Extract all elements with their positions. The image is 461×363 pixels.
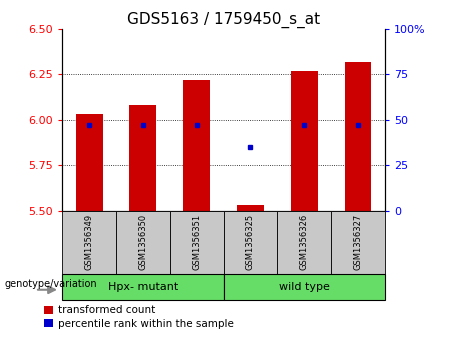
Text: GSM1356351: GSM1356351 xyxy=(192,214,201,270)
Text: genotype/variation: genotype/variation xyxy=(5,278,97,289)
Text: wild type: wild type xyxy=(279,282,330,292)
Bar xyxy=(278,211,331,274)
Legend: transformed count, percentile rank within the sample: transformed count, percentile rank withi… xyxy=(44,305,234,329)
Bar xyxy=(291,71,318,211)
Bar xyxy=(170,211,224,274)
Text: GSM1356349: GSM1356349 xyxy=(85,214,94,270)
Text: GSM1356350: GSM1356350 xyxy=(138,214,148,270)
Bar xyxy=(237,205,264,211)
Bar xyxy=(130,105,156,211)
Bar xyxy=(62,211,116,274)
Bar xyxy=(331,211,385,274)
Text: Hpx- mutant: Hpx- mutant xyxy=(108,282,178,292)
Bar xyxy=(116,211,170,274)
Bar xyxy=(344,62,372,211)
Text: GSM1356327: GSM1356327 xyxy=(354,214,362,270)
Bar xyxy=(224,211,278,274)
Bar xyxy=(62,274,224,300)
Text: GSM1356325: GSM1356325 xyxy=(246,214,255,270)
Text: GSM1356326: GSM1356326 xyxy=(300,214,309,270)
Bar xyxy=(183,80,210,211)
Bar xyxy=(76,114,102,211)
Bar xyxy=(224,274,385,300)
Title: GDS5163 / 1759450_s_at: GDS5163 / 1759450_s_at xyxy=(127,12,320,28)
